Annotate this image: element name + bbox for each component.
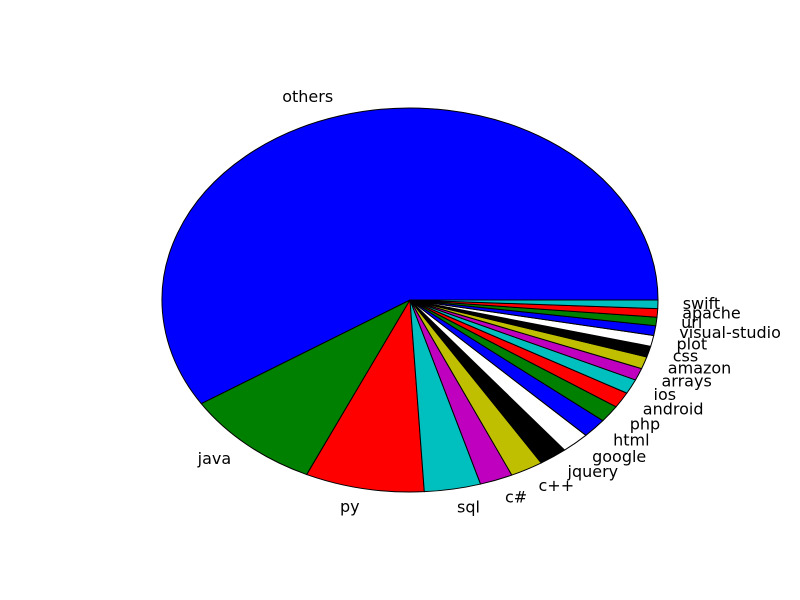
pie-label-php: php: [630, 415, 660, 434]
pie-label-plot: plot: [677, 335, 708, 354]
pie-label-apache: apache: [682, 304, 741, 323]
pie-label-c-: c++: [539, 476, 575, 495]
pie-label-amazon: amazon: [668, 359, 732, 378]
pie-label-css: css: [673, 346, 698, 365]
pie-label-others: others: [282, 87, 333, 106]
pie-label-java: java: [197, 449, 232, 468]
pie-label-android: android: [643, 400, 704, 419]
pie-slices: [161, 107, 659, 493]
pie-label-google: google: [592, 447, 646, 466]
pie-label-visual-studio: visual-studio: [679, 323, 781, 342]
pie-label-c-: c#: [505, 488, 527, 507]
pie-label-swift: swift: [683, 294, 721, 313]
pie-label-url: url: [681, 313, 702, 332]
pie-label-ios: ios: [654, 385, 677, 404]
pie-slice-others: [161, 107, 659, 405]
pie-label-arrays: arrays: [662, 371, 712, 390]
pie-label-jquery: jquery: [567, 462, 619, 481]
pie-slice-swift: [409, 299, 659, 310]
pie-label-py: py: [340, 497, 360, 516]
pie-slice-java: [200, 299, 411, 476]
pie-slice-py: [306, 299, 425, 493]
pie-label-sql: sql: [457, 498, 480, 517]
pie-label-html: html: [613, 431, 649, 450]
